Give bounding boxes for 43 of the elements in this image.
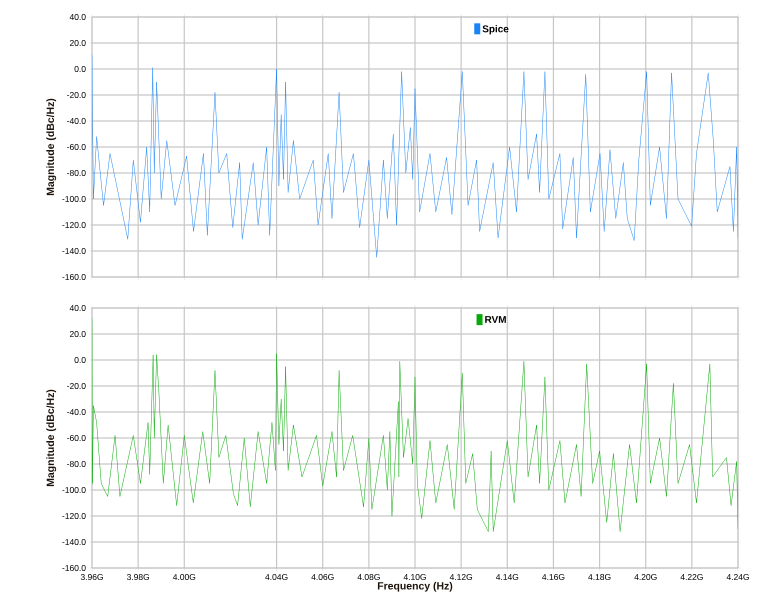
y-tick-label: -160.0 <box>62 274 86 280</box>
y-tick-label: -100.0 <box>62 196 86 202</box>
y-axis-title: Magnitude (dBc/Hz) <box>46 98 56 196</box>
line-series <box>92 318 738 532</box>
x-axis-title: Frequency (Hz) <box>378 582 452 592</box>
y-tick-label: -20.0 <box>67 92 86 98</box>
y-tick-label: 20.0 <box>70 331 86 337</box>
y-axis-title: Magnitude (dBc/Hz) <box>46 390 56 486</box>
legend-label: Spice <box>482 25 508 34</box>
y-tick-label: -140.0 <box>62 539 86 545</box>
y-tick-label: 40.0 <box>70 305 86 311</box>
legend-label: RVM <box>485 316 506 323</box>
x-tick-label: 3.98G <box>126 574 150 580</box>
x-tick-label: 4.08G <box>358 574 380 580</box>
y-tick-label: 40.0 <box>70 14 86 20</box>
x-tick-label: 4.00G <box>172 574 196 580</box>
y-tick-label: -140.0 <box>62 248 86 254</box>
y-tick-label: -100.0 <box>62 487 86 493</box>
y-tick-label: -40.0 <box>67 118 86 124</box>
x-tick-label: 4.14G <box>496 574 518 580</box>
y-tick-label: -120.0 <box>62 222 86 228</box>
x-tick-label: 4.04G <box>265 574 288 580</box>
x-tick-label: 3.96G <box>80 574 103 580</box>
y-tick-label: -80.0 <box>67 461 86 467</box>
y-tick-label: -120.0 <box>62 513 86 519</box>
y-tick-label: -160.0 <box>62 565 86 571</box>
x-tick-label: 4.12G <box>450 574 472 580</box>
y-tick-label: 20.0 <box>70 40 86 46</box>
x-tick-label: 4.10G <box>404 574 426 580</box>
y-tick-label: -60.0 <box>67 435 86 441</box>
y-tick-label: -20.0 <box>67 383 86 389</box>
x-tick-label: 4.16G <box>542 574 564 580</box>
x-tick-label: 4.24G <box>726 574 749 580</box>
y-tick-label: 0.0 <box>74 66 86 72</box>
x-tick-label: 4.20G <box>634 574 657 580</box>
y-tick-label: -80.0 <box>67 170 86 176</box>
y-tick-label: 0.0 <box>74 357 86 363</box>
line-series <box>92 54 738 258</box>
x-tick-label: 4.22G <box>680 574 703 580</box>
y-tick-label: -60.0 <box>67 144 86 150</box>
y-tick-label: -40.0 <box>67 409 86 415</box>
x-tick-label: 4.06G <box>311 574 334 580</box>
x-tick-label: 4.18G <box>588 574 610 580</box>
